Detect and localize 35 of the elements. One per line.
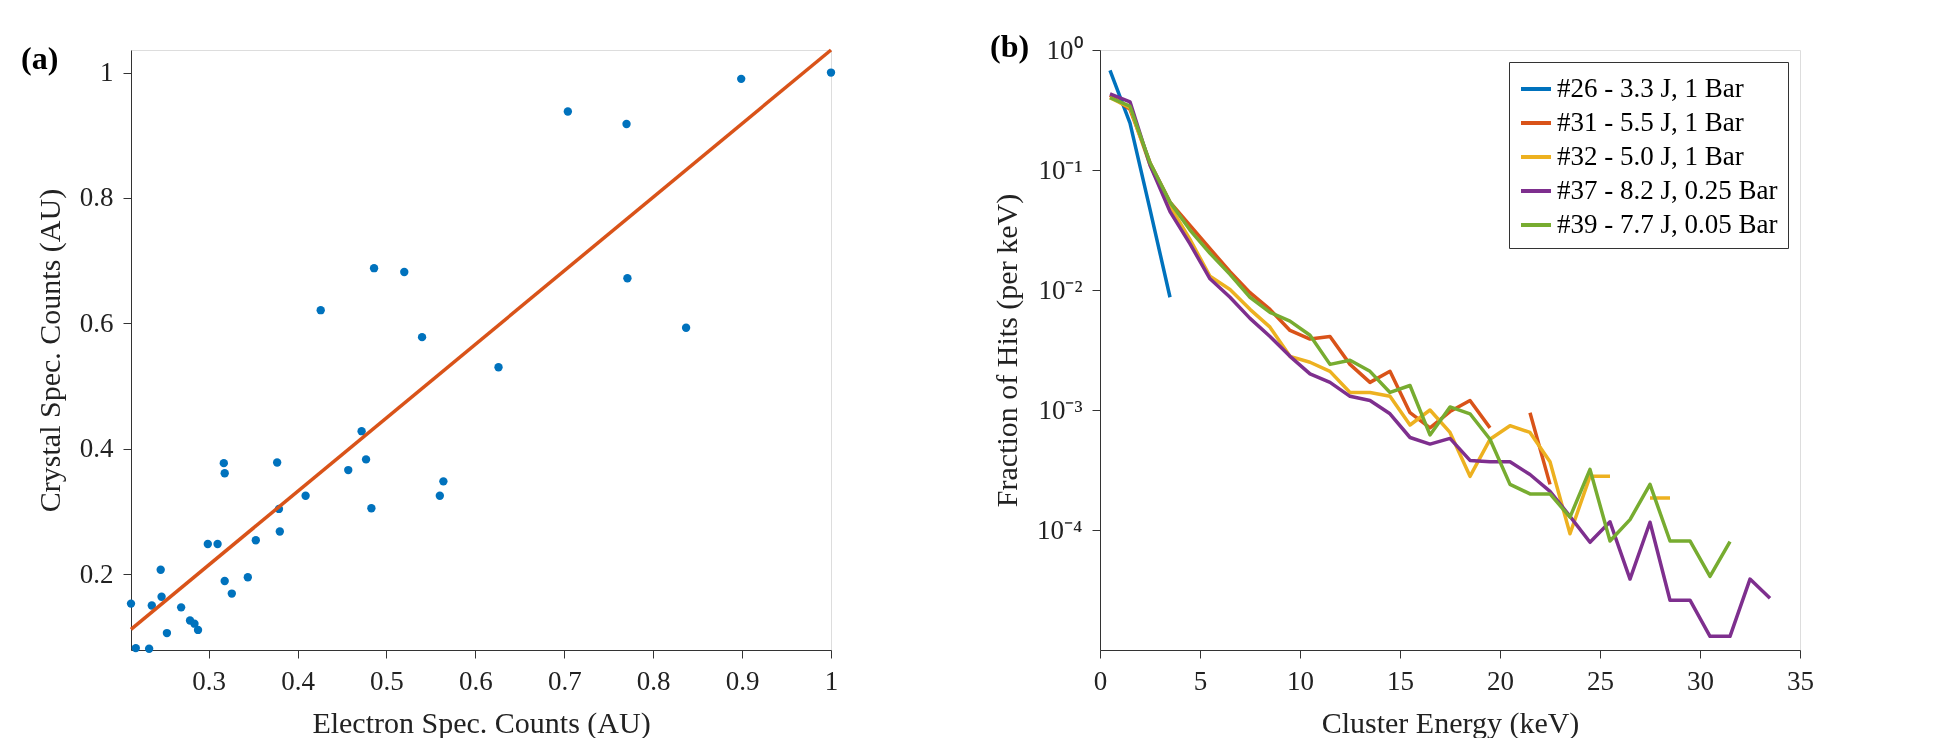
y-tick-label: 10⁻³ bbox=[1038, 394, 1083, 425]
legend-label: #32 - 5.0 J, 1 Bar bbox=[1557, 141, 1744, 171]
x-tick-label: 30 bbox=[1687, 665, 1714, 696]
y-axis-title: Fraction of Hits (per keV) bbox=[990, 193, 1025, 508]
legend-label: #37 - 8.2 J, 0.25 Bar bbox=[1557, 175, 1778, 205]
x-tick-label: 0.9 bbox=[725, 665, 760, 696]
y-tick-label: 10⁰ bbox=[1046, 34, 1083, 65]
x-tick-label: 10 bbox=[1287, 665, 1314, 696]
x-tick-label: 0.6 bbox=[459, 665, 493, 696]
x-tick-label: 5 bbox=[1193, 665, 1208, 696]
legend-label: #31 - 5.5 J, 1 Bar bbox=[1557, 107, 1744, 137]
x-tick-label: 15 bbox=[1387, 665, 1414, 696]
x-tick-label: 0.8 bbox=[636, 665, 671, 696]
y-tick-label: 10⁻¹ bbox=[1038, 154, 1083, 185]
y-tick-label: 0.2 bbox=[79, 558, 114, 589]
x-tick-label: 0.4 bbox=[281, 665, 316, 696]
x-tick-label: 25 bbox=[1587, 665, 1614, 696]
y-tick-label: 10⁻² bbox=[1038, 274, 1083, 305]
legend-label: #26 - 3.3 J, 1 Bar bbox=[1557, 73, 1744, 103]
x-tick-label: 35 bbox=[1787, 665, 1814, 696]
x-tick-label: 0.5 bbox=[370, 665, 404, 696]
chart-title: (a) bbox=[21, 40, 59, 77]
legend-label: #39 - 7.7 J, 0.05 Bar bbox=[1557, 209, 1778, 239]
x-tick-label: 0.7 bbox=[547, 665, 582, 696]
y-tick-label: 0.8 bbox=[79, 182, 114, 213]
y-tick-label: 0.4 bbox=[79, 433, 114, 464]
y-tick-label: 0.6 bbox=[79, 307, 114, 338]
x-tick-label: 0 bbox=[1093, 665, 1108, 696]
x-tick-label: 0.3 bbox=[192, 665, 227, 696]
x-tick-label: 20 bbox=[1487, 665, 1514, 696]
y-tick-label: 10⁻⁴ bbox=[1037, 514, 1083, 545]
x-tick-label: 1 bbox=[824, 665, 839, 696]
y-tick-label: 1 bbox=[100, 57, 114, 88]
chart-title: (b) bbox=[990, 28, 1030, 64]
y-axis-title: Crystal Spec. Counts (AU) bbox=[32, 188, 67, 513]
